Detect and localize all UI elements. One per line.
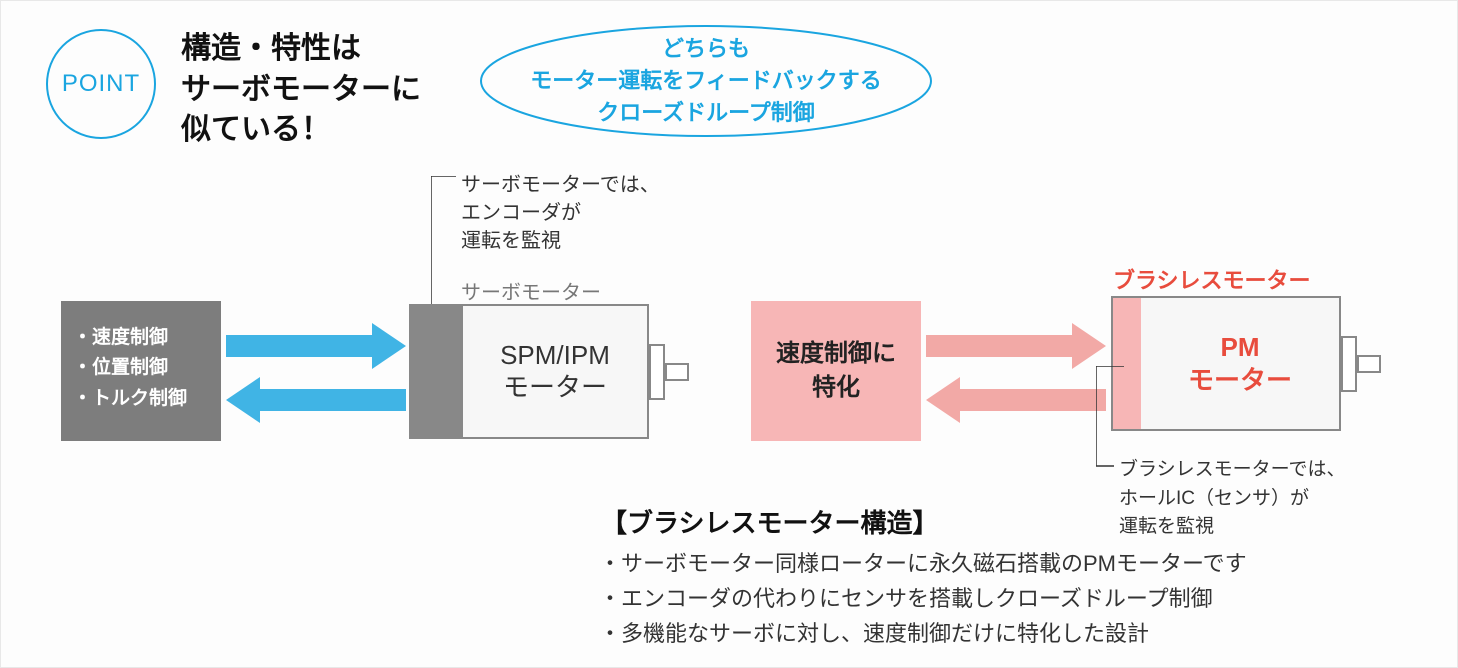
servo-shaft-base <box>649 344 665 400</box>
encoder-note: サーボモーターでは、 エンコーダが 運転を監視 <box>461 171 660 255</box>
gray-line1: ・速度制御 <box>73 323 209 353</box>
structure-heading: 【ブラシレスモーター構造】 <box>601 503 938 540</box>
encoder-note-l1: サーボモーターでは、 <box>461 171 660 199</box>
encoder-note-l3: 運転を監視 <box>461 227 660 255</box>
servo-body-l2: モーター <box>503 372 607 403</box>
ellipse-line2: モーター運転をフィードバックする <box>530 65 882 97</box>
sensor-note-l1: ブラシレスモーターでは、 <box>1119 456 1345 485</box>
gray-line3: ・トルク制御 <box>73 384 209 414</box>
encoder-note-l2: エンコーダが <box>461 199 660 227</box>
brushless-shaft-base <box>1341 336 1357 392</box>
servo-motor-label: サーボモーター <box>461 276 601 305</box>
brushless-motor-block: PM モーター <box>1111 296 1341 431</box>
pink-line1: 速度制御に <box>776 337 896 371</box>
structure-bullet-3: ・多機能なサーボに対し、速度制御だけに特化した設計 <box>599 616 1247 651</box>
pink-arrows <box>926 323 1106 423</box>
point-badge: POINT <box>46 29 156 139</box>
servo-shaft-pin <box>665 363 689 381</box>
gray-line2: ・位置制御 <box>73 353 209 383</box>
blue-arrows <box>226 323 406 423</box>
structure-list: ・サーボモーター同様ローターに永久磁石搭載のPMモーターです ・エンコーダの代わ… <box>599 546 1247 652</box>
pink-line2: 特化 <box>776 371 896 405</box>
servo-encoder-section <box>411 306 463 437</box>
brushless-shaft-pin <box>1357 355 1381 373</box>
headline-line2: サーボモーターに <box>181 70 421 111</box>
sensor-note-l3: 運転を監視 <box>1119 513 1345 542</box>
ellipse-note: どちらも モーター運転をフィードバックする クローズドループ制御 <box>476 21 936 141</box>
bl-body-l1: PM <box>1221 331 1260 364</box>
headline: 構造・特性は サーボモーターに 似ている！ <box>181 29 421 151</box>
servo-motor-body: SPM/IPM モーター <box>463 306 647 437</box>
servo-body-l1: SPM/IPM <box>500 340 610 371</box>
structure-bullet-2: ・エンコーダの代わりにセンサを搭載しクローズドループ制御 <box>599 581 1247 616</box>
servo-controller-box: ・速度制御 ・位置制御 ・トルク制御 <box>61 301 221 441</box>
sensor-note: ブラシレスモーターでは、 ホールIC（センサ）が 運転を監視 <box>1119 456 1345 542</box>
sensor-note-l2: ホールIC（センサ）が <box>1119 485 1345 514</box>
structure-bullet-1: ・サーボモーター同様ローターに永久磁石搭載のPMモーターです <box>599 546 1247 581</box>
headline-line1: 構造・特性は <box>181 29 421 70</box>
point-badge-text: POINT <box>62 70 140 98</box>
ellipse-line3: クローズドループ制御 <box>530 97 882 129</box>
brushless-motor-body: PM モーター <box>1141 298 1339 429</box>
brushless-motor-label: ブラシレスモーター <box>1113 263 1311 295</box>
bl-body-l2: モーター <box>1188 364 1292 397</box>
ellipse-line1: どちらも <box>530 33 882 65</box>
servo-motor-block: SPM/IPM モーター <box>409 304 649 439</box>
brushless-controller-box: 速度制御に 特化 <box>751 301 921 441</box>
headline-line3: 似ている！ <box>181 110 421 151</box>
